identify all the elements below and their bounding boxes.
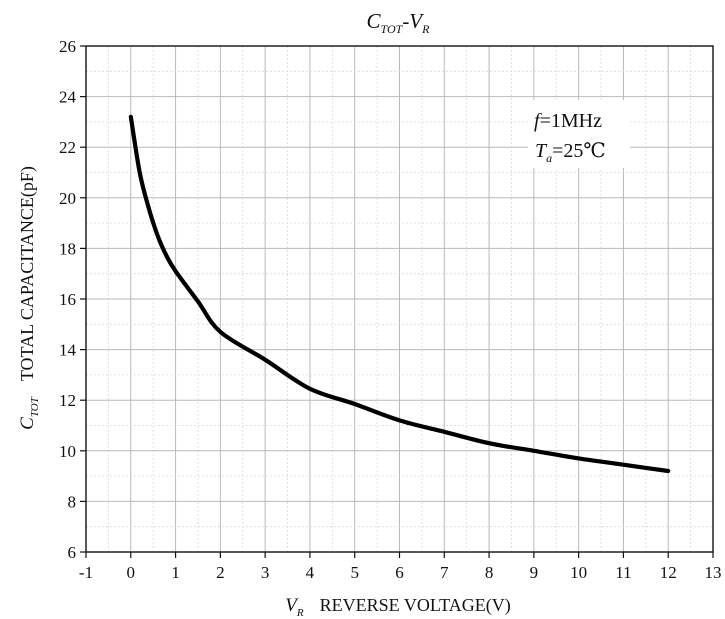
annotation-temperature: Ta=25℃ [535,140,606,165]
y-tick-label: 24 [59,88,77,107]
annotation-t-value: =25℃ [552,140,606,162]
axis-ticks [80,45,714,558]
x-tick-label: 0 [127,563,136,582]
x-tick-label: 3 [261,563,270,582]
x-tick-label: 10 [570,563,587,582]
x-tick-labels: -1 0 1 2 3 4 5 6 7 8 9 10 11 12 13 [79,563,722,582]
annotation-box [528,100,630,168]
y-tick-label: 14 [59,341,77,360]
x-axis-symbol: V [285,595,299,616]
y-axis-symbol: C [17,417,38,430]
x-tick-label: 7 [440,563,449,582]
x-tick-label: 9 [530,563,539,582]
y-tick-label: 10 [59,442,76,461]
y-tick-labels: 6 8 10 12 14 16 18 20 22 24 26 [59,37,77,562]
y-tick-label: 20 [59,189,76,208]
title-symbol-sub: TOT [381,22,404,36]
y-axis-text: TOTAL CAPACITANCE(pF) [17,166,38,381]
x-tick-label: 4 [306,563,315,582]
y-tick-label: 18 [59,239,76,258]
x-axis-text: REVERSE VOLTAGE(V) [320,595,511,616]
x-tick-label: 13 [705,563,722,582]
y-tick-label: 22 [59,138,76,157]
annotation-f-symbol: f [534,110,542,132]
annotation-f-value: =1MHz [540,110,603,132]
x-axis-symbol-sub: R [296,607,304,619]
x-tick-label: 6 [395,563,404,582]
title-separator: -V [402,9,424,33]
y-axis-label: CTOT TOTAL CAPACITANCE(pF) [17,166,41,430]
x-tick-label: 12 [660,563,677,582]
x-tick-label: 1 [171,563,180,582]
x-tick-label: 2 [216,563,225,582]
annotation-t-sub: a [546,151,552,165]
annotation-t-symbol: T [535,140,548,162]
series-line-capacitance [128,114,671,474]
x-tick-label: 8 [485,563,494,582]
y-tick-label: 12 [59,391,76,410]
series-layer [128,114,671,474]
title-symbol: C [367,9,382,33]
x-tick-label: 11 [615,563,631,582]
y-tick-label: 26 [59,37,76,56]
chart-title: CTOT-VR [367,9,431,36]
y-tick-label: 16 [59,290,76,309]
y-tick-label: 8 [68,492,77,511]
x-tick-label: -1 [79,563,93,582]
title-separator-sub: R [421,22,430,36]
grid [85,45,714,553]
y-tick-label: 6 [68,543,77,562]
annotation-frequency: f=1MHz [534,110,602,132]
x-tick-label: 5 [350,563,359,582]
x-axis-label: VR REVERSE VOLTAGE(V) [285,595,510,619]
y-axis-symbol-sub: TOT [29,396,41,417]
